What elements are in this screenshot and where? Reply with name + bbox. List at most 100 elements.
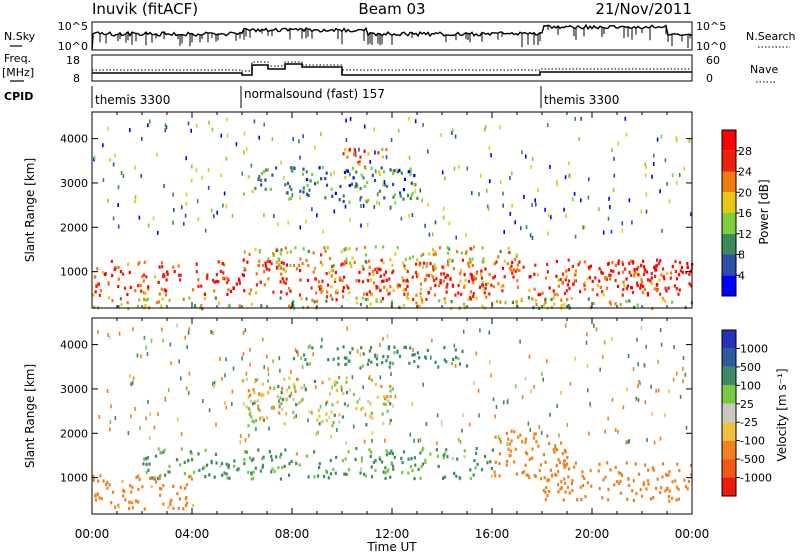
scatter-cell <box>566 456 569 460</box>
scatter-cell <box>430 273 433 277</box>
scatter-cell <box>555 259 558 264</box>
scatter-cell <box>374 267 377 272</box>
scatter-cell <box>370 378 373 382</box>
scatter-cell <box>602 478 605 482</box>
scatter-cell <box>687 479 690 483</box>
scatter-cell <box>187 475 191 479</box>
scatter-cell <box>348 388 351 392</box>
scatter-cell <box>446 246 449 250</box>
scatter-cell <box>355 247 358 251</box>
scatter-cell <box>359 471 362 475</box>
scatter-cell <box>385 148 388 152</box>
scatter-cell <box>534 298 537 302</box>
scatter-cell <box>584 495 587 499</box>
scatter-cell <box>352 392 356 396</box>
scatter-cell <box>267 277 270 281</box>
scatter-cell <box>250 163 253 168</box>
scatter-cell <box>245 371 248 376</box>
scatter-cell <box>366 180 369 185</box>
scatter-cell <box>386 184 389 188</box>
scatter-cell <box>323 474 326 479</box>
scatter-cell <box>376 192 379 197</box>
scatter-cell <box>345 441 347 445</box>
scatter-cell <box>427 291 430 295</box>
scatter-cell <box>452 457 455 461</box>
scatter-cell <box>647 278 650 282</box>
scatter-cell <box>114 416 117 421</box>
scatter-cell <box>279 252 282 256</box>
scatter-cell <box>220 133 223 138</box>
scatter-cell <box>213 214 215 219</box>
scatter-cell <box>500 285 503 289</box>
scatter-cell <box>264 264 268 268</box>
scatter-cell <box>131 506 134 510</box>
scatter-cell <box>358 147 360 152</box>
scatter-cell <box>388 421 392 426</box>
scatter-cell <box>106 481 109 485</box>
scatter-cell <box>485 283 488 287</box>
scatter-cell <box>612 188 615 193</box>
scatter-cell <box>210 208 213 213</box>
scatter-cell <box>632 498 635 502</box>
scatter-cell <box>526 452 529 456</box>
nave-tick-high: 60 <box>706 54 720 67</box>
scatter-cell <box>279 368 281 373</box>
scatter-cell <box>589 404 592 409</box>
scatter-cell <box>355 279 358 283</box>
scatter-cell <box>313 450 316 454</box>
scatter-cell <box>392 467 395 471</box>
scatter-cell <box>355 301 359 305</box>
scatter-cell <box>318 466 321 470</box>
scatter-cell <box>677 487 680 491</box>
scatter-cell <box>486 461 489 465</box>
scatter-cell <box>341 279 344 283</box>
scatter-cell <box>421 298 424 302</box>
scatter-cell <box>325 171 328 175</box>
scatter-cell <box>502 191 504 196</box>
scatter-cell <box>313 300 316 304</box>
scatter-cell <box>503 259 506 263</box>
scatter-cell <box>498 461 501 466</box>
scatter-cell <box>415 293 418 297</box>
scatter-cell <box>122 272 125 276</box>
scatter-cell <box>301 172 304 176</box>
scatter-cell <box>186 501 189 505</box>
scatter-cell <box>479 273 483 277</box>
scatter-cell <box>292 166 295 170</box>
scatter-cell <box>598 279 601 283</box>
scatter-cell <box>653 265 656 269</box>
scatter-cell <box>416 351 419 355</box>
scatter-cell <box>258 264 261 268</box>
scatter-cell <box>402 304 405 308</box>
scatter-cell <box>182 297 185 301</box>
scatter-cell <box>297 263 301 268</box>
scatter-cell <box>261 463 265 467</box>
scatter-cell <box>464 278 467 282</box>
scatter-cell <box>311 298 314 302</box>
scatter-cell <box>299 269 302 273</box>
scatter-cell <box>439 278 442 282</box>
x-tick-label: 04:00 <box>175 527 210 541</box>
scatter-cell <box>273 214 275 218</box>
scatter-cell <box>650 384 652 389</box>
scatter-cell <box>503 275 506 279</box>
scatter-cell <box>610 337 613 341</box>
freq-label: Freq. <box>4 52 31 65</box>
scatter-cell <box>345 257 348 261</box>
scatter-cell <box>419 292 422 296</box>
scatter-cell <box>96 267 99 271</box>
scatter-cell <box>145 416 147 421</box>
scatter-cell <box>269 187 272 191</box>
scatter-cell <box>355 170 358 174</box>
scatter-cell <box>286 250 289 255</box>
scatter-cell <box>109 158 111 162</box>
freq-tick-high: 18 <box>66 54 80 67</box>
scatter-cell <box>225 462 228 466</box>
scatter-cell <box>389 402 392 406</box>
scatter-cell <box>384 476 387 480</box>
scatter-cell <box>498 452 501 456</box>
scatter-cell <box>260 183 263 187</box>
scatter-cell <box>422 382 424 387</box>
scatter-cell <box>183 472 186 476</box>
scatter-cell <box>332 357 335 361</box>
